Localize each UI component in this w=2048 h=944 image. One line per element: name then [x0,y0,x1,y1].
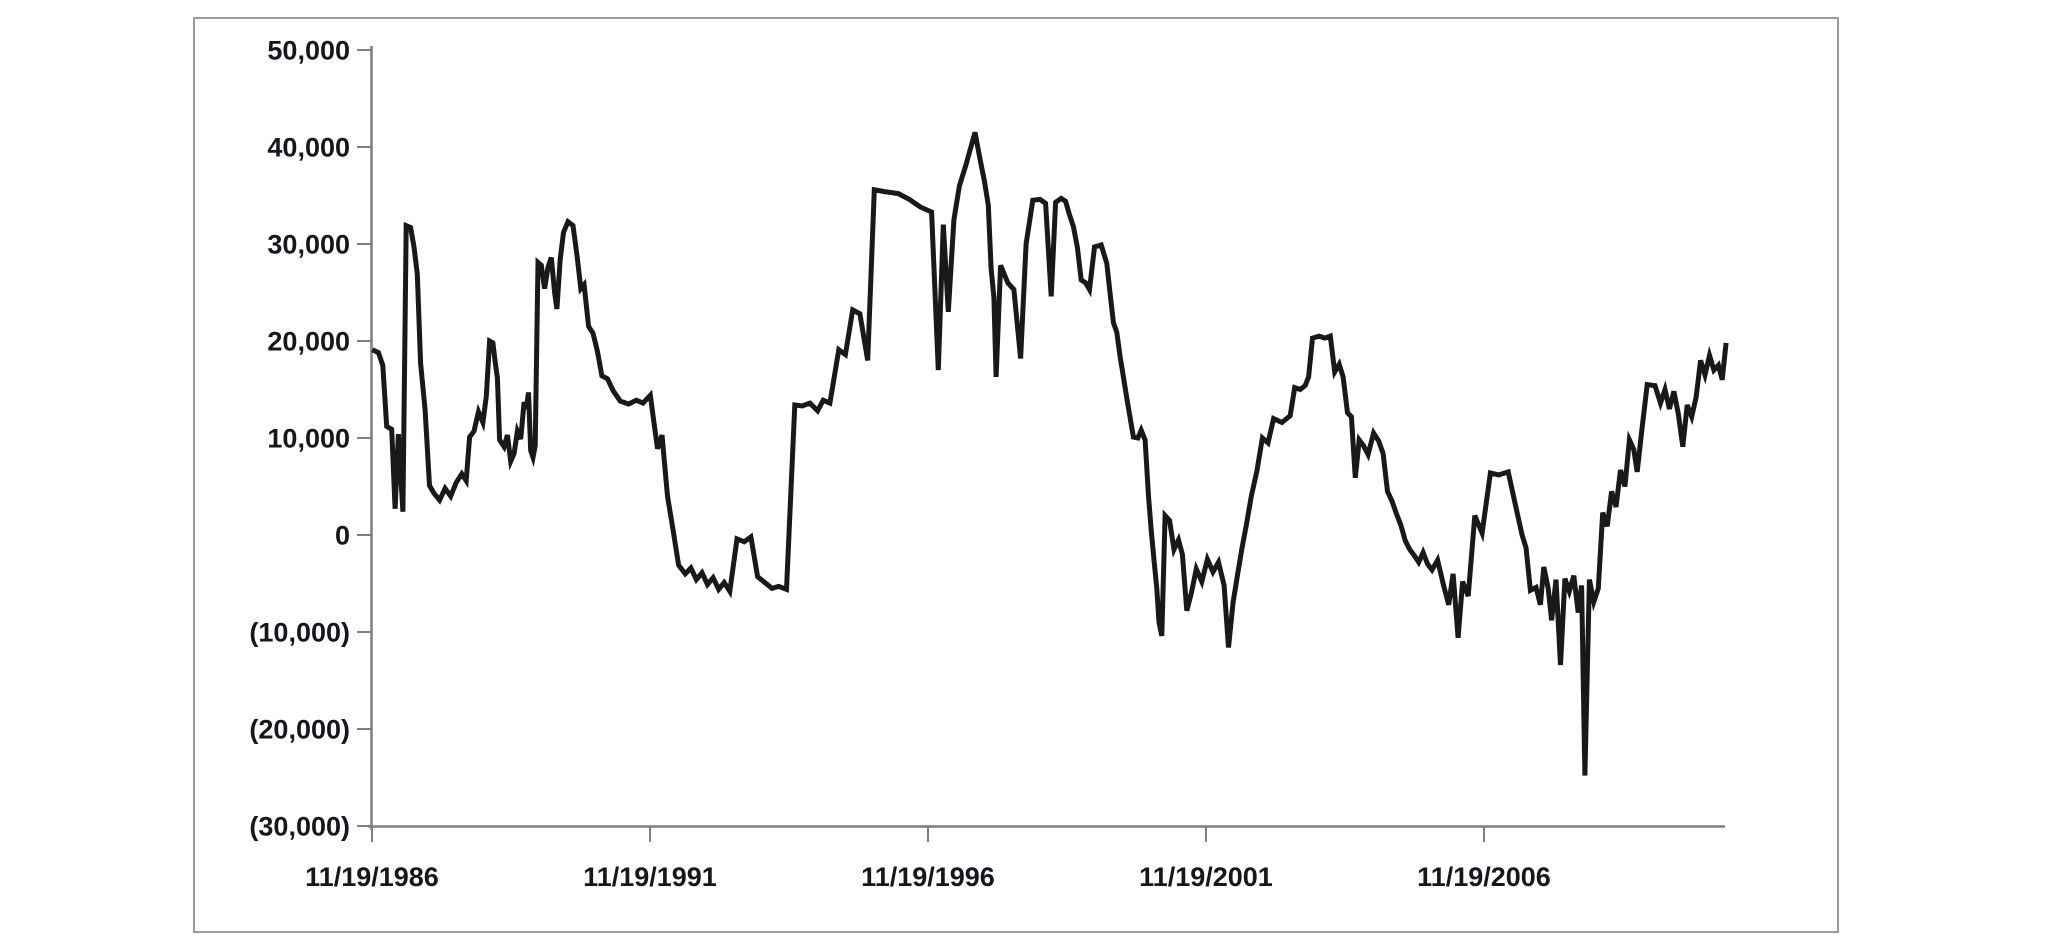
y-tick-label: (10,000) [249,618,350,648]
x-tick-label: 11/19/2006 [1417,862,1551,892]
x-tick-label: 11/19/1991 [583,862,717,892]
y-tick-label: 0 [335,521,350,551]
y-tick-label: 10,000 [267,424,350,454]
y-tick-label: 20,000 [267,327,350,357]
x-tick-label: 11/19/1986 [305,862,439,892]
y-tick-label: 50,000 [267,36,350,66]
x-tick-label: 11/19/1996 [861,862,995,892]
y-tick-label: (20,000) [249,715,350,745]
y-tick-label: 40,000 [267,133,350,163]
y-tick-label: (30,000) [249,812,350,842]
y-tick-label: 30,000 [267,230,350,260]
x-tick-label: 11/19/2001 [1139,862,1273,892]
data-series-line [371,131,1729,776]
